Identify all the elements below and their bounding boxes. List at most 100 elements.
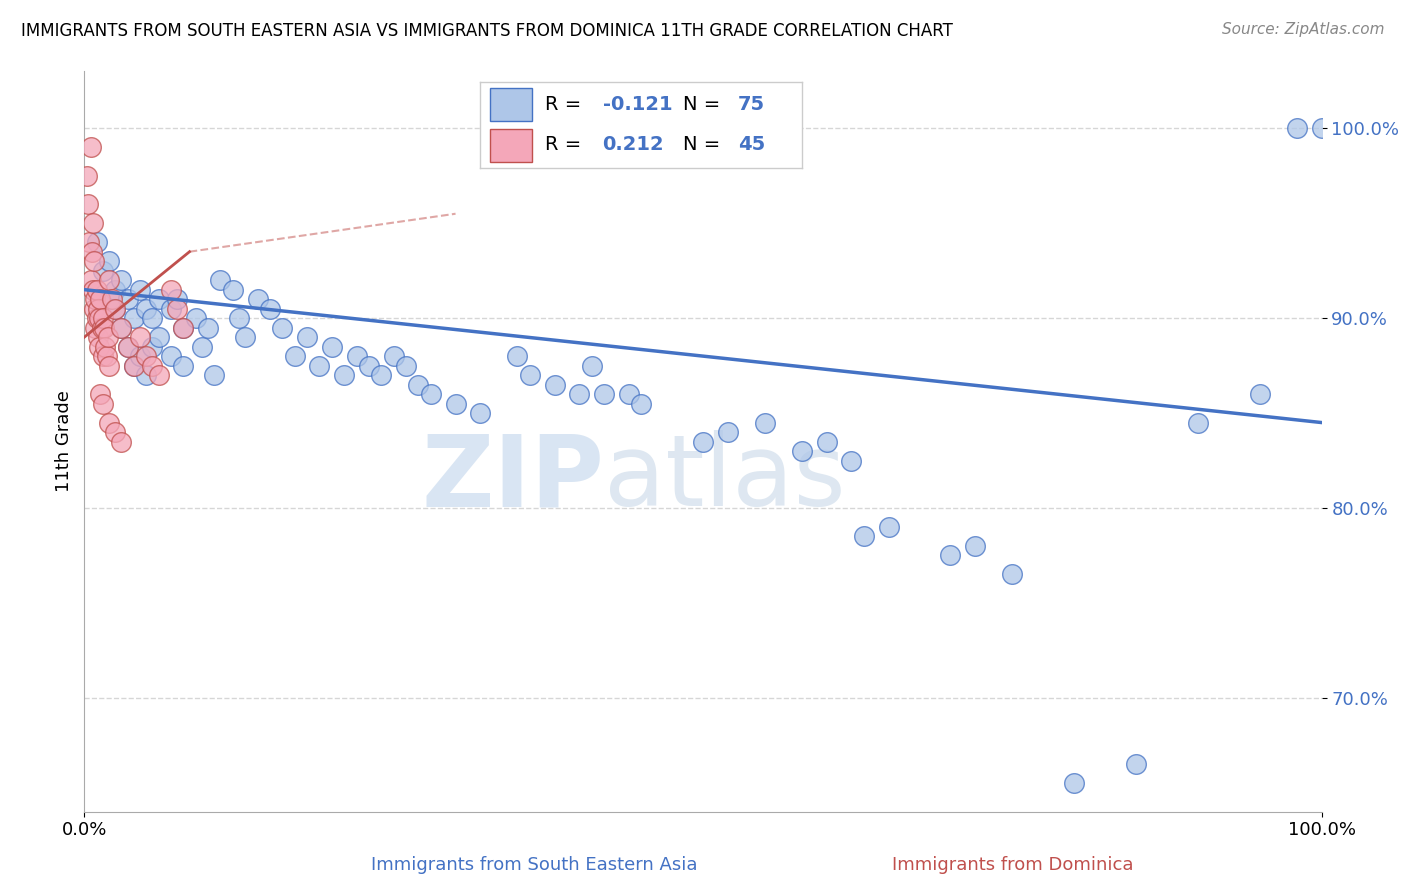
Point xyxy=(593,387,616,401)
Point xyxy=(104,425,127,439)
Point xyxy=(79,140,101,154)
Point xyxy=(98,292,121,306)
Point xyxy=(89,292,111,306)
Point xyxy=(271,320,294,334)
Point xyxy=(184,311,207,326)
Point xyxy=(93,320,115,334)
Point xyxy=(939,549,962,563)
Point xyxy=(357,359,380,373)
Point xyxy=(444,396,467,410)
Point xyxy=(333,368,356,383)
Point xyxy=(91,349,114,363)
Point xyxy=(76,169,98,183)
Point xyxy=(129,349,152,363)
Point xyxy=(84,292,107,306)
Point xyxy=(419,387,441,401)
Text: ZIP: ZIP xyxy=(422,430,605,527)
Point xyxy=(284,349,307,363)
Point xyxy=(135,301,157,316)
Point xyxy=(87,301,110,316)
Point xyxy=(77,197,100,211)
Point xyxy=(1249,387,1271,401)
Point xyxy=(141,359,163,373)
Text: IMMIGRANTS FROM SOUTH EASTERN ASIA VS IMMIGRANTS FROM DOMINICA 11TH GRADE CORREL: IMMIGRANTS FROM SOUTH EASTERN ASIA VS IM… xyxy=(21,22,953,40)
Point xyxy=(506,349,529,363)
Point xyxy=(135,349,157,363)
Point xyxy=(519,368,541,383)
Point xyxy=(110,320,132,334)
Point xyxy=(98,359,121,373)
Text: Immigrants from South Eastern Asia: Immigrants from South Eastern Asia xyxy=(371,856,697,874)
Point xyxy=(122,359,145,373)
Point xyxy=(141,340,163,354)
Point xyxy=(166,292,188,306)
Point xyxy=(110,434,132,449)
Point xyxy=(172,320,194,334)
Point xyxy=(104,301,127,316)
Point xyxy=(382,349,405,363)
Point xyxy=(96,349,118,363)
Y-axis label: 11th Grade: 11th Grade xyxy=(55,391,73,492)
Point xyxy=(259,301,281,316)
Point xyxy=(965,539,987,553)
Point xyxy=(148,292,170,306)
Point xyxy=(815,434,838,449)
Point xyxy=(197,320,219,334)
Point xyxy=(617,387,640,401)
Point xyxy=(97,330,120,344)
Point xyxy=(246,292,269,306)
Point xyxy=(87,330,110,344)
Point xyxy=(79,235,101,250)
Point xyxy=(83,301,105,316)
Point xyxy=(395,359,418,373)
Point xyxy=(295,330,318,344)
Point xyxy=(166,301,188,316)
Point xyxy=(692,434,714,449)
Point xyxy=(370,368,392,383)
Point xyxy=(172,359,194,373)
Point xyxy=(79,273,101,287)
Point xyxy=(90,320,112,334)
Point xyxy=(91,311,114,326)
Point xyxy=(191,340,214,354)
Point xyxy=(104,301,127,316)
Point xyxy=(80,244,103,259)
Text: atlas: atlas xyxy=(605,430,845,527)
Point xyxy=(122,311,145,326)
Point xyxy=(1001,567,1024,582)
Point xyxy=(233,330,256,344)
Point xyxy=(94,340,117,354)
Point xyxy=(408,377,430,392)
Point xyxy=(98,254,121,268)
Point xyxy=(877,520,900,534)
Point xyxy=(89,311,111,326)
Point xyxy=(321,340,343,354)
Point xyxy=(160,349,183,363)
Point xyxy=(91,263,114,277)
Point xyxy=(86,235,108,250)
Point xyxy=(568,387,591,401)
Point xyxy=(228,311,250,326)
Point xyxy=(89,387,111,401)
Point xyxy=(135,368,157,383)
Point xyxy=(148,330,170,344)
Point xyxy=(581,359,603,373)
Point xyxy=(470,406,492,420)
Point xyxy=(110,273,132,287)
Point xyxy=(122,359,145,373)
Point xyxy=(110,320,132,334)
Point xyxy=(129,283,152,297)
Point xyxy=(1310,121,1333,136)
Point xyxy=(98,273,121,287)
Point xyxy=(346,349,368,363)
Point xyxy=(82,283,104,297)
Point xyxy=(1125,757,1147,772)
Point xyxy=(1063,776,1085,790)
Text: Immigrants from Dominica: Immigrants from Dominica xyxy=(891,856,1133,874)
Point xyxy=(100,292,122,306)
Point xyxy=(86,311,108,326)
Point xyxy=(89,340,111,354)
Point xyxy=(543,377,565,392)
Point xyxy=(148,368,170,383)
Point xyxy=(84,320,107,334)
